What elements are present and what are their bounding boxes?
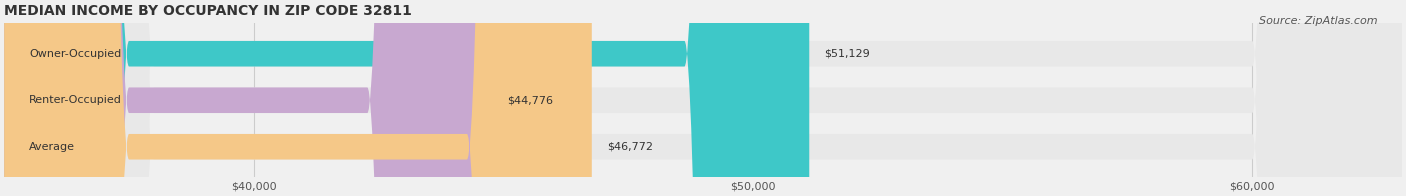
FancyBboxPatch shape	[4, 0, 810, 196]
Text: $51,129: $51,129	[824, 49, 870, 59]
Text: $46,772: $46,772	[607, 142, 652, 152]
FancyBboxPatch shape	[4, 0, 492, 196]
Text: Renter-Occupied: Renter-Occupied	[30, 95, 122, 105]
Text: MEDIAN INCOME BY OCCUPANCY IN ZIP CODE 32811: MEDIAN INCOME BY OCCUPANCY IN ZIP CODE 3…	[4, 4, 412, 18]
FancyBboxPatch shape	[4, 0, 1402, 196]
Text: Owner-Occupied: Owner-Occupied	[30, 49, 121, 59]
Text: Average: Average	[30, 142, 75, 152]
FancyBboxPatch shape	[4, 0, 1402, 196]
Text: Source: ZipAtlas.com: Source: ZipAtlas.com	[1260, 16, 1378, 26]
FancyBboxPatch shape	[4, 0, 592, 196]
FancyBboxPatch shape	[4, 0, 1402, 196]
Text: $44,776: $44,776	[508, 95, 553, 105]
